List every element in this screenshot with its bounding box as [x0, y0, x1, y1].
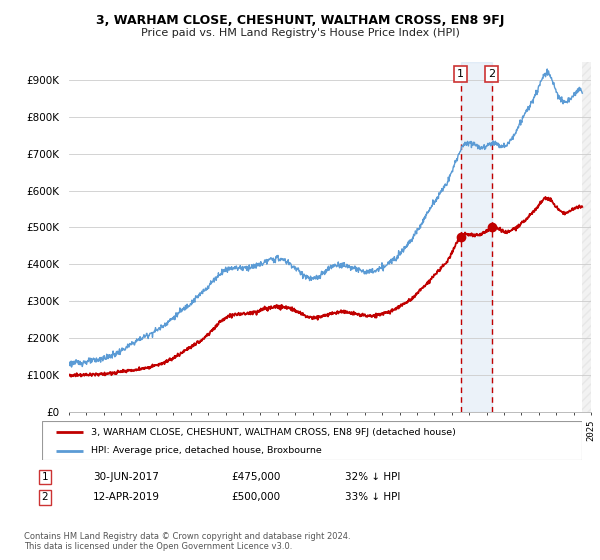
Bar	[582, 62, 591, 412]
Bar	[461, 62, 492, 412]
Text: HPI: Average price, detached house, Broxbourne: HPI: Average price, detached house, Brox…	[91, 446, 322, 455]
Text: 33% ↓ HPI: 33% ↓ HPI	[345, 492, 400, 502]
Text: 1: 1	[457, 69, 464, 79]
Text: 1: 1	[41, 472, 49, 482]
Text: 3, WARHAM CLOSE, CHESHUNT, WALTHAM CROSS, EN8 9FJ: 3, WARHAM CLOSE, CHESHUNT, WALTHAM CROSS…	[96, 14, 504, 27]
Text: 12-APR-2019: 12-APR-2019	[93, 492, 160, 502]
Text: 2: 2	[488, 69, 496, 79]
Text: Price paid vs. HM Land Registry's House Price Index (HPI): Price paid vs. HM Land Registry's House …	[140, 28, 460, 38]
Text: £500,000: £500,000	[231, 492, 280, 502]
Text: Contains HM Land Registry data © Crown copyright and database right 2024.
This d: Contains HM Land Registry data © Crown c…	[24, 532, 350, 552]
Text: 32% ↓ HPI: 32% ↓ HPI	[345, 472, 400, 482]
Text: £475,000: £475,000	[231, 472, 280, 482]
Text: 2: 2	[41, 492, 49, 502]
Text: 3, WARHAM CLOSE, CHESHUNT, WALTHAM CROSS, EN8 9FJ (detached house): 3, WARHAM CLOSE, CHESHUNT, WALTHAM CROSS…	[91, 428, 455, 437]
Text: 30-JUN-2017: 30-JUN-2017	[93, 472, 159, 482]
FancyBboxPatch shape	[42, 421, 582, 460]
